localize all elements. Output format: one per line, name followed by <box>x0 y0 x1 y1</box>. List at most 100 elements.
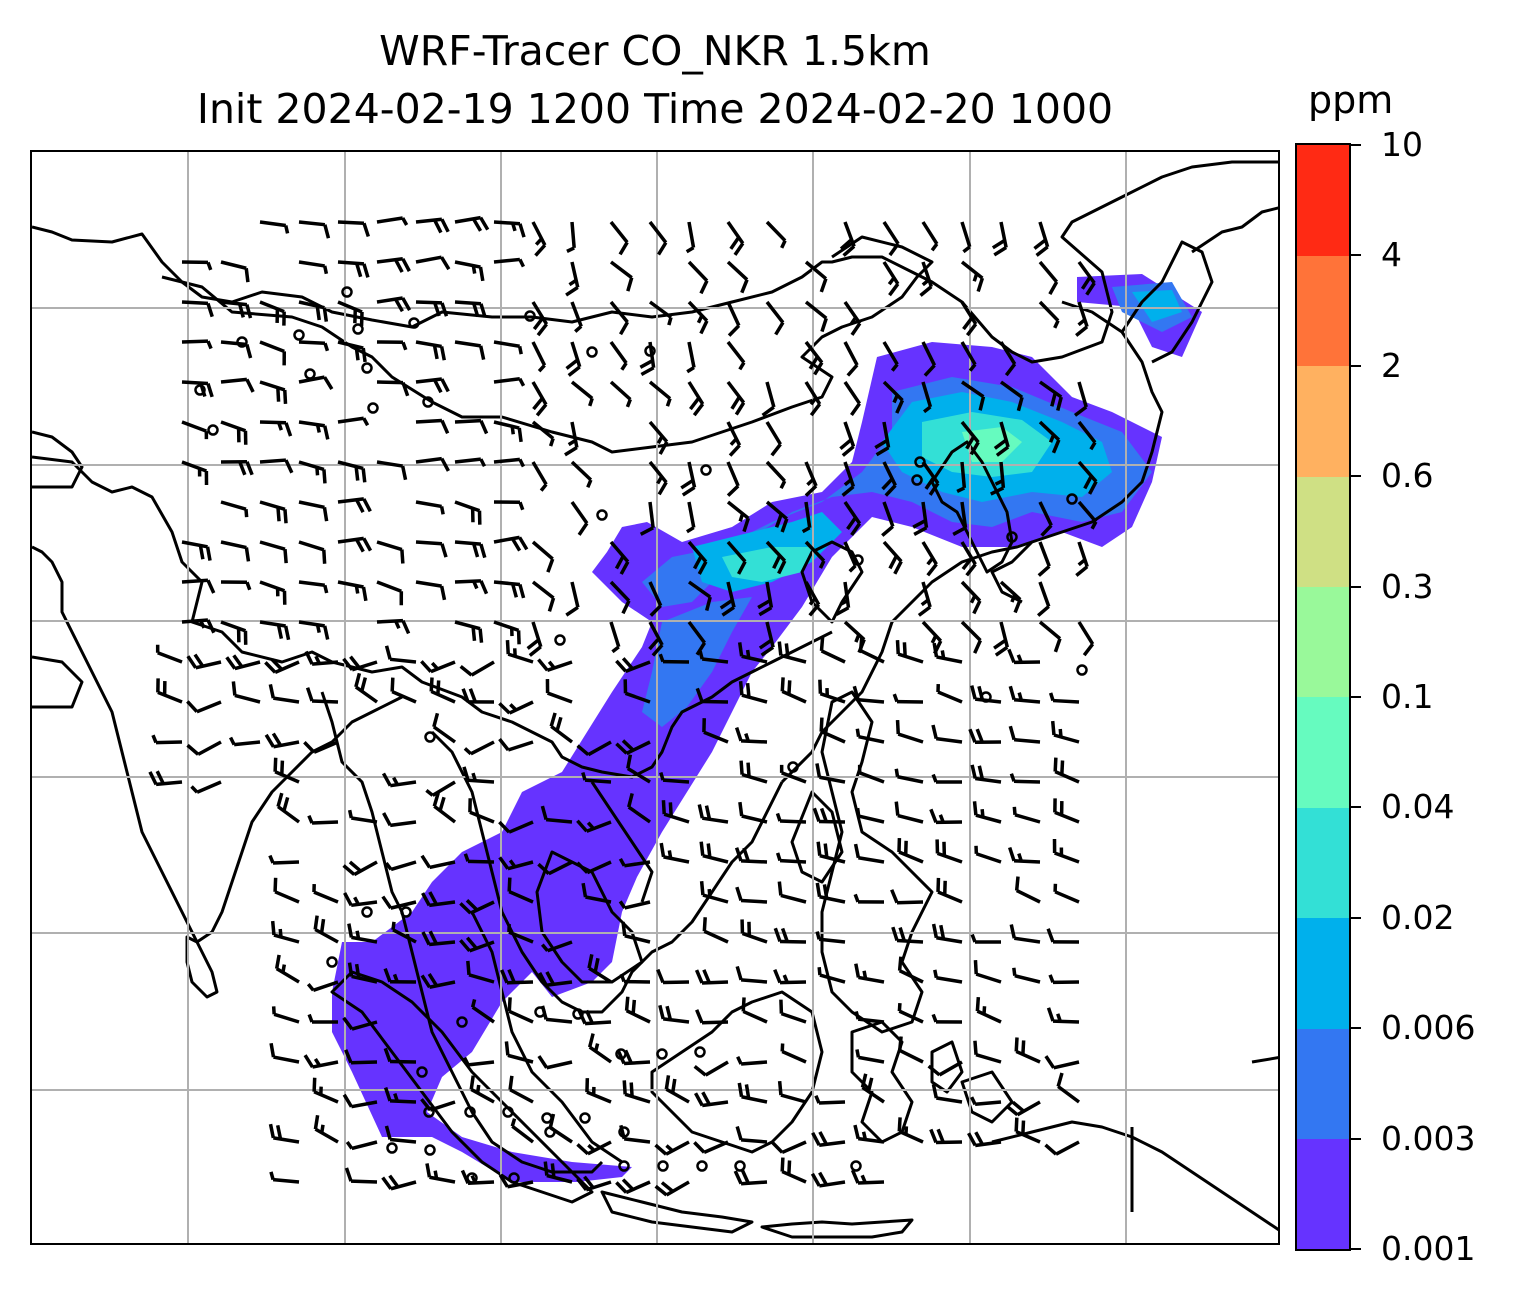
wind-barb <box>699 841 729 864</box>
wind-barb-flag <box>323 224 331 239</box>
wind-barb-flag <box>504 1041 510 1056</box>
wind-barb-shaft <box>665 1140 690 1156</box>
wind-barb <box>936 877 963 904</box>
wind-barb-flag <box>1013 598 1022 614</box>
wind-barb-flag <box>307 1013 314 1023</box>
wind-barb-flag <box>775 812 782 822</box>
wind-barb-flag <box>268 684 276 699</box>
wind-barb-flag <box>667 316 673 326</box>
wind-barb-flag <box>498 1173 509 1188</box>
wind-barb-flag <box>993 638 1007 650</box>
wind-barb <box>854 1010 885 1024</box>
wind-barb-shaft <box>415 377 443 384</box>
wind-barb-flag <box>271 732 283 747</box>
colorbar-tick <box>1351 585 1361 588</box>
wind-barb <box>961 380 986 411</box>
wind-barb-flag <box>275 1124 283 1140</box>
wind-barb-flag <box>576 819 589 833</box>
wind-barb-flag <box>432 344 439 360</box>
wind-barb <box>454 418 489 435</box>
wind-barb-flag <box>547 660 556 670</box>
wind-barb <box>972 801 1002 824</box>
wind-barb <box>687 580 712 612</box>
coastline-segment <box>760 1218 914 1239</box>
wind-barb-shaft <box>493 376 521 384</box>
wind-barb <box>384 1125 417 1144</box>
wind-barb-flag <box>656 475 664 485</box>
wind-barb <box>973 960 1002 984</box>
wind-barb-flag <box>576 1143 590 1156</box>
wind-barb-shaft <box>157 690 183 704</box>
wind-barb-flag <box>860 1174 867 1184</box>
wind-barb-flag <box>479 216 490 231</box>
wind-barb-shaft <box>353 860 378 877</box>
wind-barb-shaft <box>337 580 364 589</box>
wind-barb-flag <box>818 560 826 569</box>
wind-barb-flag <box>968 363 977 372</box>
wind-barb-flag <box>568 278 578 287</box>
wind-barb-shaft <box>765 421 782 446</box>
wind-barb-flag <box>780 677 785 692</box>
wind-barb <box>738 801 768 824</box>
wind-barb-shaft <box>586 860 612 875</box>
wind-barb <box>780 1043 807 1064</box>
wind-barb-flag <box>695 641 707 656</box>
wind-barb-flag <box>206 383 214 398</box>
calm-wind-marker <box>456 1016 468 1028</box>
wind-barb-flag <box>459 939 471 952</box>
wind-barb-shaft <box>1038 620 1062 640</box>
wind-barb-shaft <box>337 260 365 266</box>
wind-barb-flag <box>699 841 705 856</box>
wind-barb-flag <box>822 884 829 899</box>
wind-barb-shaft <box>1013 859 1041 864</box>
wind-barb-shaft <box>337 300 363 314</box>
wind-barb <box>531 420 555 447</box>
wind-barb <box>581 771 612 784</box>
wind-barb <box>259 540 288 564</box>
wind-barb-shaft <box>765 500 788 521</box>
wind-barb-flag <box>707 888 712 898</box>
wind-barb <box>181 460 209 486</box>
wind-barb-flag <box>699 320 709 335</box>
wind-barb-flag <box>808 355 819 370</box>
wind-barb <box>415 300 449 317</box>
wind-barb-flag <box>354 963 361 979</box>
wind-barb-flag <box>686 526 695 534</box>
wind-barb-flag <box>1036 605 1050 617</box>
wind-barb-flag <box>361 586 368 602</box>
wind-barb <box>658 1004 690 1024</box>
wind-barb-shaft <box>493 340 520 349</box>
wind-barb <box>687 381 705 417</box>
wind-barb-shaft <box>390 1180 417 1191</box>
wind-barb <box>1075 301 1089 337</box>
coastline-north-border <box>32 160 1278 364</box>
wind-barb-shaft <box>1077 381 1088 408</box>
wind-barb-shaft <box>1077 260 1096 285</box>
wind-barb-flag <box>736 1056 743 1065</box>
wind-barb-shaft <box>508 820 534 834</box>
wind-barb-shaft <box>234 693 261 704</box>
wind-barb-shaft <box>469 900 495 915</box>
wind-barb-shaft <box>740 1138 768 1144</box>
wind-barb-flag <box>273 757 278 772</box>
wind-barb-flag <box>462 1056 470 1066</box>
wind-barb-shaft <box>470 1087 495 1104</box>
wind-barb-flag <box>1075 325 1089 337</box>
coastline-sumatra <box>330 970 594 1204</box>
wind-barb-flag <box>432 792 440 807</box>
wind-barb <box>622 1080 651 1104</box>
wind-barb <box>758 621 775 657</box>
wind-barb-shaft <box>765 540 787 563</box>
wind-barb-shaft <box>804 260 828 281</box>
wind-barb <box>726 301 741 337</box>
wind-barb-flag <box>344 1167 353 1182</box>
wind-barb-flag <box>1053 319 1060 329</box>
wind-barb <box>415 340 446 361</box>
wind-barb-flag <box>874 438 889 450</box>
wind-barb-flag <box>593 957 600 973</box>
wind-barb <box>271 1006 300 1024</box>
wind-barb-flag <box>625 398 632 408</box>
wind-barb-flag <box>392 973 399 983</box>
wind-barb-shaft <box>935 736 963 744</box>
wind-barb-flag <box>614 555 625 570</box>
